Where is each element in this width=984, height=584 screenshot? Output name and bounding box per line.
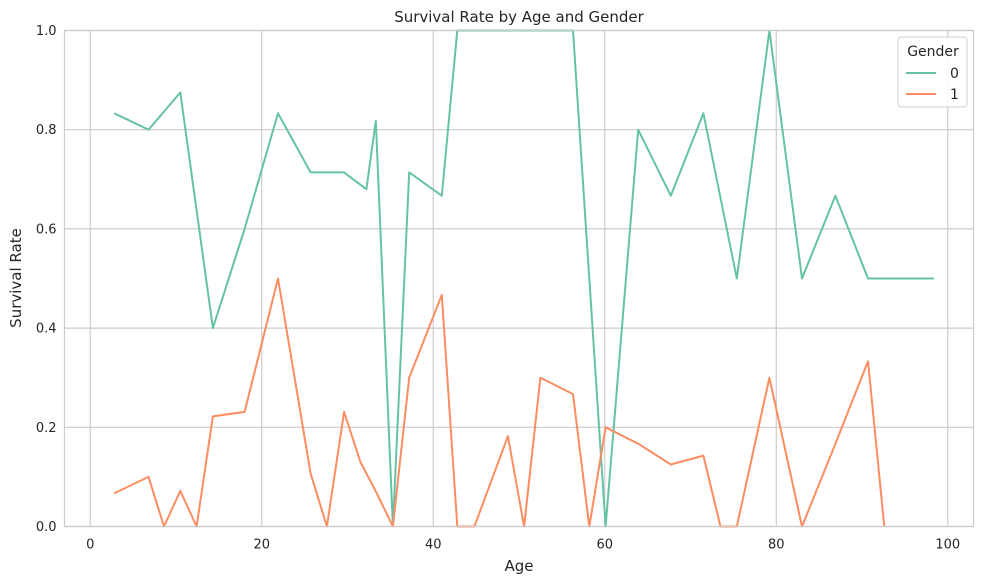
series-lines [113, 29, 935, 528]
series-line-1 [113, 277, 886, 528]
legend-title: Gender [907, 44, 959, 60]
x-tick-label: 0 [86, 538, 94, 553]
y-tick-label: 0.0 [36, 520, 57, 535]
legend-label-1: 1 [950, 87, 959, 103]
legend: Gender 0 1 [897, 36, 968, 108]
x-tick-label: 80 [768, 538, 785, 553]
x-tick-label: 60 [596, 538, 613, 553]
x-axis-ticks: 0 20 40 60 80 100 [86, 538, 960, 553]
plot-frame [63, 29, 975, 528]
y-tick-label: 1.0 [36, 24, 57, 39]
y-axis-ticks: 0.0 0.2 0.4 0.6 0.8 1.0 [36, 24, 57, 535]
y-tick-label: 0.2 [36, 421, 57, 436]
y-tick-label: 0.8 [36, 123, 57, 138]
series-line-0 [113, 29, 935, 528]
y-tick-label: 0.4 [36, 322, 57, 337]
x-tick-label: 100 [935, 538, 960, 553]
y-axis-label: Survival Rate [7, 228, 25, 328]
x-tick-label: 20 [253, 538, 270, 553]
x-axis-label: Age [504, 557, 533, 575]
legend-label-0: 0 [950, 66, 959, 82]
grid [64, 29, 974, 528]
x-tick-label: 40 [425, 538, 442, 553]
y-tick-label: 0.6 [36, 222, 57, 237]
chart-title: Survival Rate by Age and Gender [394, 8, 644, 26]
